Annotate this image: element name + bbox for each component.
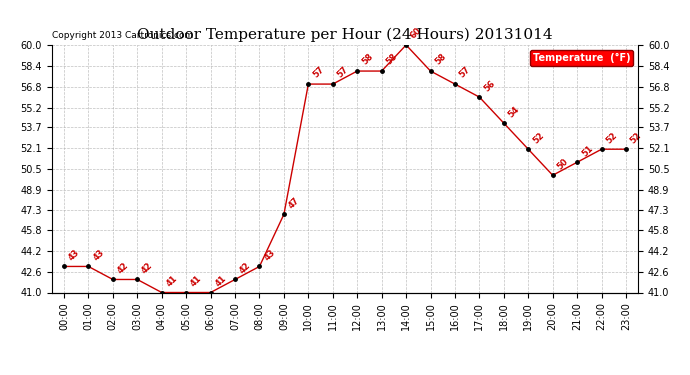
Text: 43: 43	[91, 248, 106, 262]
Text: 58: 58	[384, 52, 399, 67]
Text: 60: 60	[409, 26, 424, 41]
Text: 42: 42	[238, 261, 253, 275]
Text: 41: 41	[189, 274, 204, 288]
Text: 50: 50	[555, 156, 570, 171]
Text: Copyright 2013 Cartronics.com: Copyright 2013 Cartronics.com	[52, 31, 193, 40]
Text: 57: 57	[335, 65, 350, 80]
Text: 51: 51	[580, 143, 595, 158]
Text: 54: 54	[506, 104, 521, 119]
Text: 57: 57	[311, 65, 326, 80]
Text: 42: 42	[140, 261, 155, 275]
Text: 57: 57	[457, 65, 473, 80]
Text: 52: 52	[629, 130, 644, 145]
Text: 56: 56	[482, 78, 497, 93]
Text: 58: 58	[360, 52, 375, 67]
Text: 42: 42	[116, 261, 130, 275]
Text: 43: 43	[67, 248, 81, 262]
Text: 47: 47	[286, 196, 302, 210]
Text: 52: 52	[531, 130, 546, 145]
Text: 52: 52	[604, 130, 619, 145]
Text: 41: 41	[213, 274, 228, 288]
Text: 58: 58	[433, 52, 448, 67]
Legend: Temperature  (°F): Temperature (°F)	[530, 50, 633, 66]
Text: 41: 41	[164, 274, 179, 288]
Title: Outdoor Temperature per Hour (24 Hours) 20131014: Outdoor Temperature per Hour (24 Hours) …	[137, 28, 553, 42]
Text: 43: 43	[262, 248, 277, 262]
